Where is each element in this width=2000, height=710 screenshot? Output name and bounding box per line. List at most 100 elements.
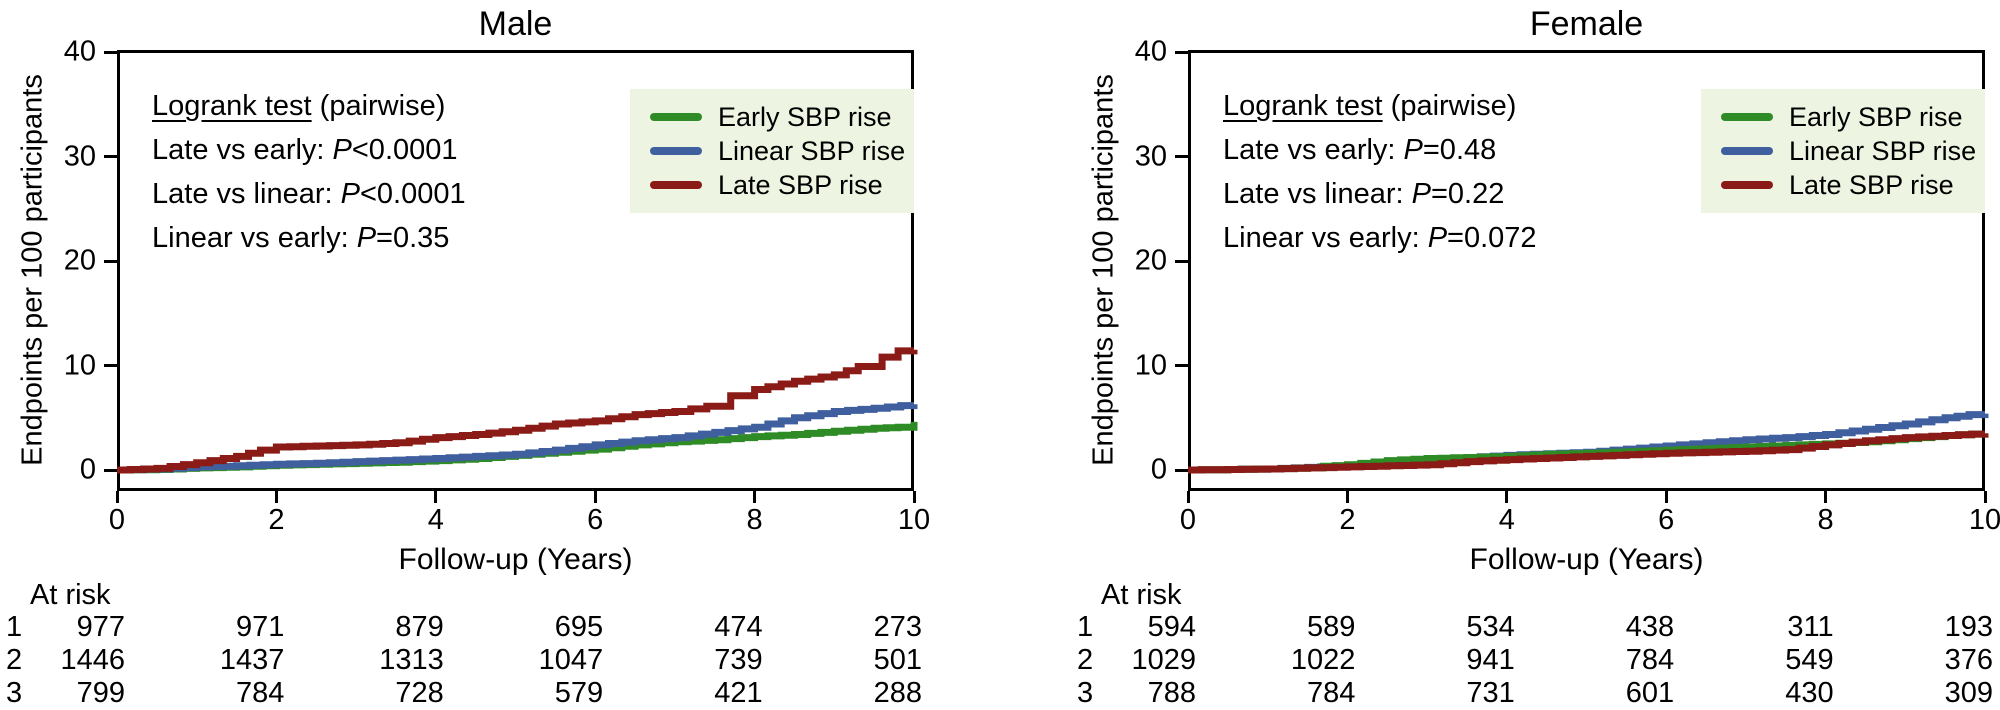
- x-axis-label: Follow-up (Years): [398, 543, 633, 576]
- at-risk-cell: 1022: [1290, 644, 1356, 676]
- at-risk-row-label: 2: [6, 644, 23, 676]
- x-tick-label: 0: [1179, 504, 1197, 536]
- at-risk-cell: 501: [873, 644, 922, 676]
- at-risk-cell: 788: [1147, 677, 1196, 709]
- y-tick: [104, 468, 117, 472]
- legend-label: Late SBP rise: [1789, 169, 1954, 200]
- x-tick: [115, 491, 119, 503]
- at-risk-cell: 534: [1466, 611, 1515, 643]
- panel-title: Male: [478, 5, 553, 43]
- y-tick-label: 40: [63, 35, 96, 68]
- logrank-annotation: Logrank test (pairwise) Late vs early: P…: [152, 84, 466, 260]
- legend: Early SBP rise Linear SBP rise Late SBP …: [1701, 89, 1985, 213]
- legend-item-late-sbp: Late SBP rise: [1721, 168, 1977, 202]
- at-risk-row: 2 1446 1437 1313 1047 739 501: [0, 644, 929, 676]
- y-tick: [104, 155, 117, 158]
- x-tick-label: 4: [1498, 504, 1515, 536]
- logrank-line: Linear vs early: P=0.35: [152, 222, 450, 254]
- x-tick-label: 6: [587, 504, 604, 536]
- logrank-annotation: Logrank test (pairwise) Late vs early: P…: [1223, 84, 1537, 260]
- x-tick: [1664, 491, 1668, 503]
- at-risk-row: 1 977 971 879 695 474 273: [0, 611, 929, 643]
- at-risk-cell: 309: [1944, 677, 1993, 709]
- at-risk-cell: 879: [395, 611, 444, 643]
- curves-svg: [1188, 411, 1989, 474]
- panel-title: Female: [1529, 5, 1644, 43]
- at-risk-cell: 1047: [538, 644, 604, 676]
- logrank-header: Logrank test (pairwise): [1223, 90, 1517, 122]
- at-risk-cell: 430: [1785, 677, 1834, 709]
- curve-late-sbp-rise: [1188, 430, 1989, 474]
- at-risk-cell: 784: [1307, 677, 1356, 709]
- x-tick: [1983, 491, 1987, 503]
- at-risk-cell: 288: [873, 677, 922, 709]
- logrank-line: Linear vs early: P=0.072: [1223, 222, 1537, 254]
- at-risk-cell: 971: [236, 611, 285, 643]
- legend-item-early-sbp: Early SBP rise: [1721, 100, 1977, 134]
- x-tick: [1186, 491, 1190, 503]
- at-risk-header: At risk: [30, 579, 111, 611]
- curves-svg: [117, 347, 918, 474]
- at-risk-cell: 579: [554, 677, 604, 709]
- at-risk-cell: 1313: [379, 644, 444, 676]
- late-sbp-line-swatch: [1721, 181, 1773, 189]
- at-risk-cell: 589: [1307, 611, 1356, 643]
- x-axis-label: Follow-up (Years): [1469, 543, 1704, 576]
- at-risk-row-label: 2: [1077, 644, 1094, 676]
- curve-linear-sbp-rise: [117, 402, 918, 474]
- legend-item-early-sbp: Early SBP rise: [650, 100, 906, 134]
- x-tick-label: 8: [746, 504, 763, 536]
- x-tick: [753, 491, 757, 503]
- at-risk-cell: 594: [1147, 611, 1196, 643]
- at-risk-cell: 311: [1787, 611, 1834, 643]
- curve-late-sbp-rise: [117, 347, 918, 474]
- y-tick-label: 0: [1150, 453, 1167, 486]
- at-risk-cell: 438: [1625, 611, 1675, 643]
- legend-item-late-sbp: Late SBP rise: [650, 168, 906, 202]
- logrank-line: Late vs early: P<0.0001: [152, 134, 458, 166]
- at-risk-cell: 695: [554, 611, 604, 643]
- at-risk-cell: 376: [1944, 644, 1993, 676]
- early-sbp-line-swatch: [1721, 113, 1773, 121]
- x-tick: [1824, 491, 1828, 503]
- linear-sbp-line-swatch: [650, 147, 702, 155]
- logrank-line: Late vs linear: P<0.0001: [152, 178, 466, 210]
- y-tick-label: 10: [63, 349, 96, 381]
- y-tick: [1175, 468, 1188, 472]
- logrank-header: Logrank test (pairwise): [152, 90, 446, 122]
- at-risk-cell: 549: [1785, 644, 1834, 676]
- legend-label: Linear SBP rise: [1789, 135, 1977, 166]
- at-risk-cell: 941: [1466, 644, 1515, 676]
- y-tick: [104, 259, 117, 263]
- at-risk-row-label: 1: [1077, 611, 1094, 643]
- x-tick: [912, 491, 916, 503]
- x-tick-label: 10: [897, 504, 931, 536]
- at-risk-cell: 784: [236, 677, 285, 709]
- y-tick: [104, 364, 117, 367]
- legend-label: Early SBP rise: [1789, 101, 1963, 132]
- at-risk-cell: 731: [1466, 677, 1515, 709]
- y-tick-label: 30: [1134, 140, 1167, 172]
- y-tick-label: 20: [1134, 244, 1167, 277]
- y-tick: [1175, 155, 1188, 158]
- y-tick: [1175, 50, 1188, 54]
- x-tick-label: 2: [1339, 504, 1356, 536]
- legend-label: Linear SBP rise: [718, 135, 906, 166]
- at-risk-cell: 474: [714, 611, 763, 643]
- y-tick-label: 0: [79, 453, 96, 486]
- at-risk-cell: 728: [395, 677, 444, 709]
- y-tick-label: 20: [63, 244, 96, 277]
- at-risk-cell: 799: [76, 677, 125, 709]
- x-tick-label: 2: [268, 504, 285, 536]
- legend-item-linear-sbp: Linear SBP rise: [650, 134, 906, 168]
- x-tick: [274, 491, 278, 503]
- at-risk-row: 1 594 589 534 438 311 193: [1071, 611, 2000, 643]
- y-tick-label: 30: [63, 140, 96, 172]
- x-tick: [1505, 491, 1509, 503]
- y-tick-label: 10: [1134, 349, 1167, 381]
- linear-sbp-line-swatch: [1721, 147, 1773, 155]
- legend-label: Early SBP rise: [718, 101, 892, 132]
